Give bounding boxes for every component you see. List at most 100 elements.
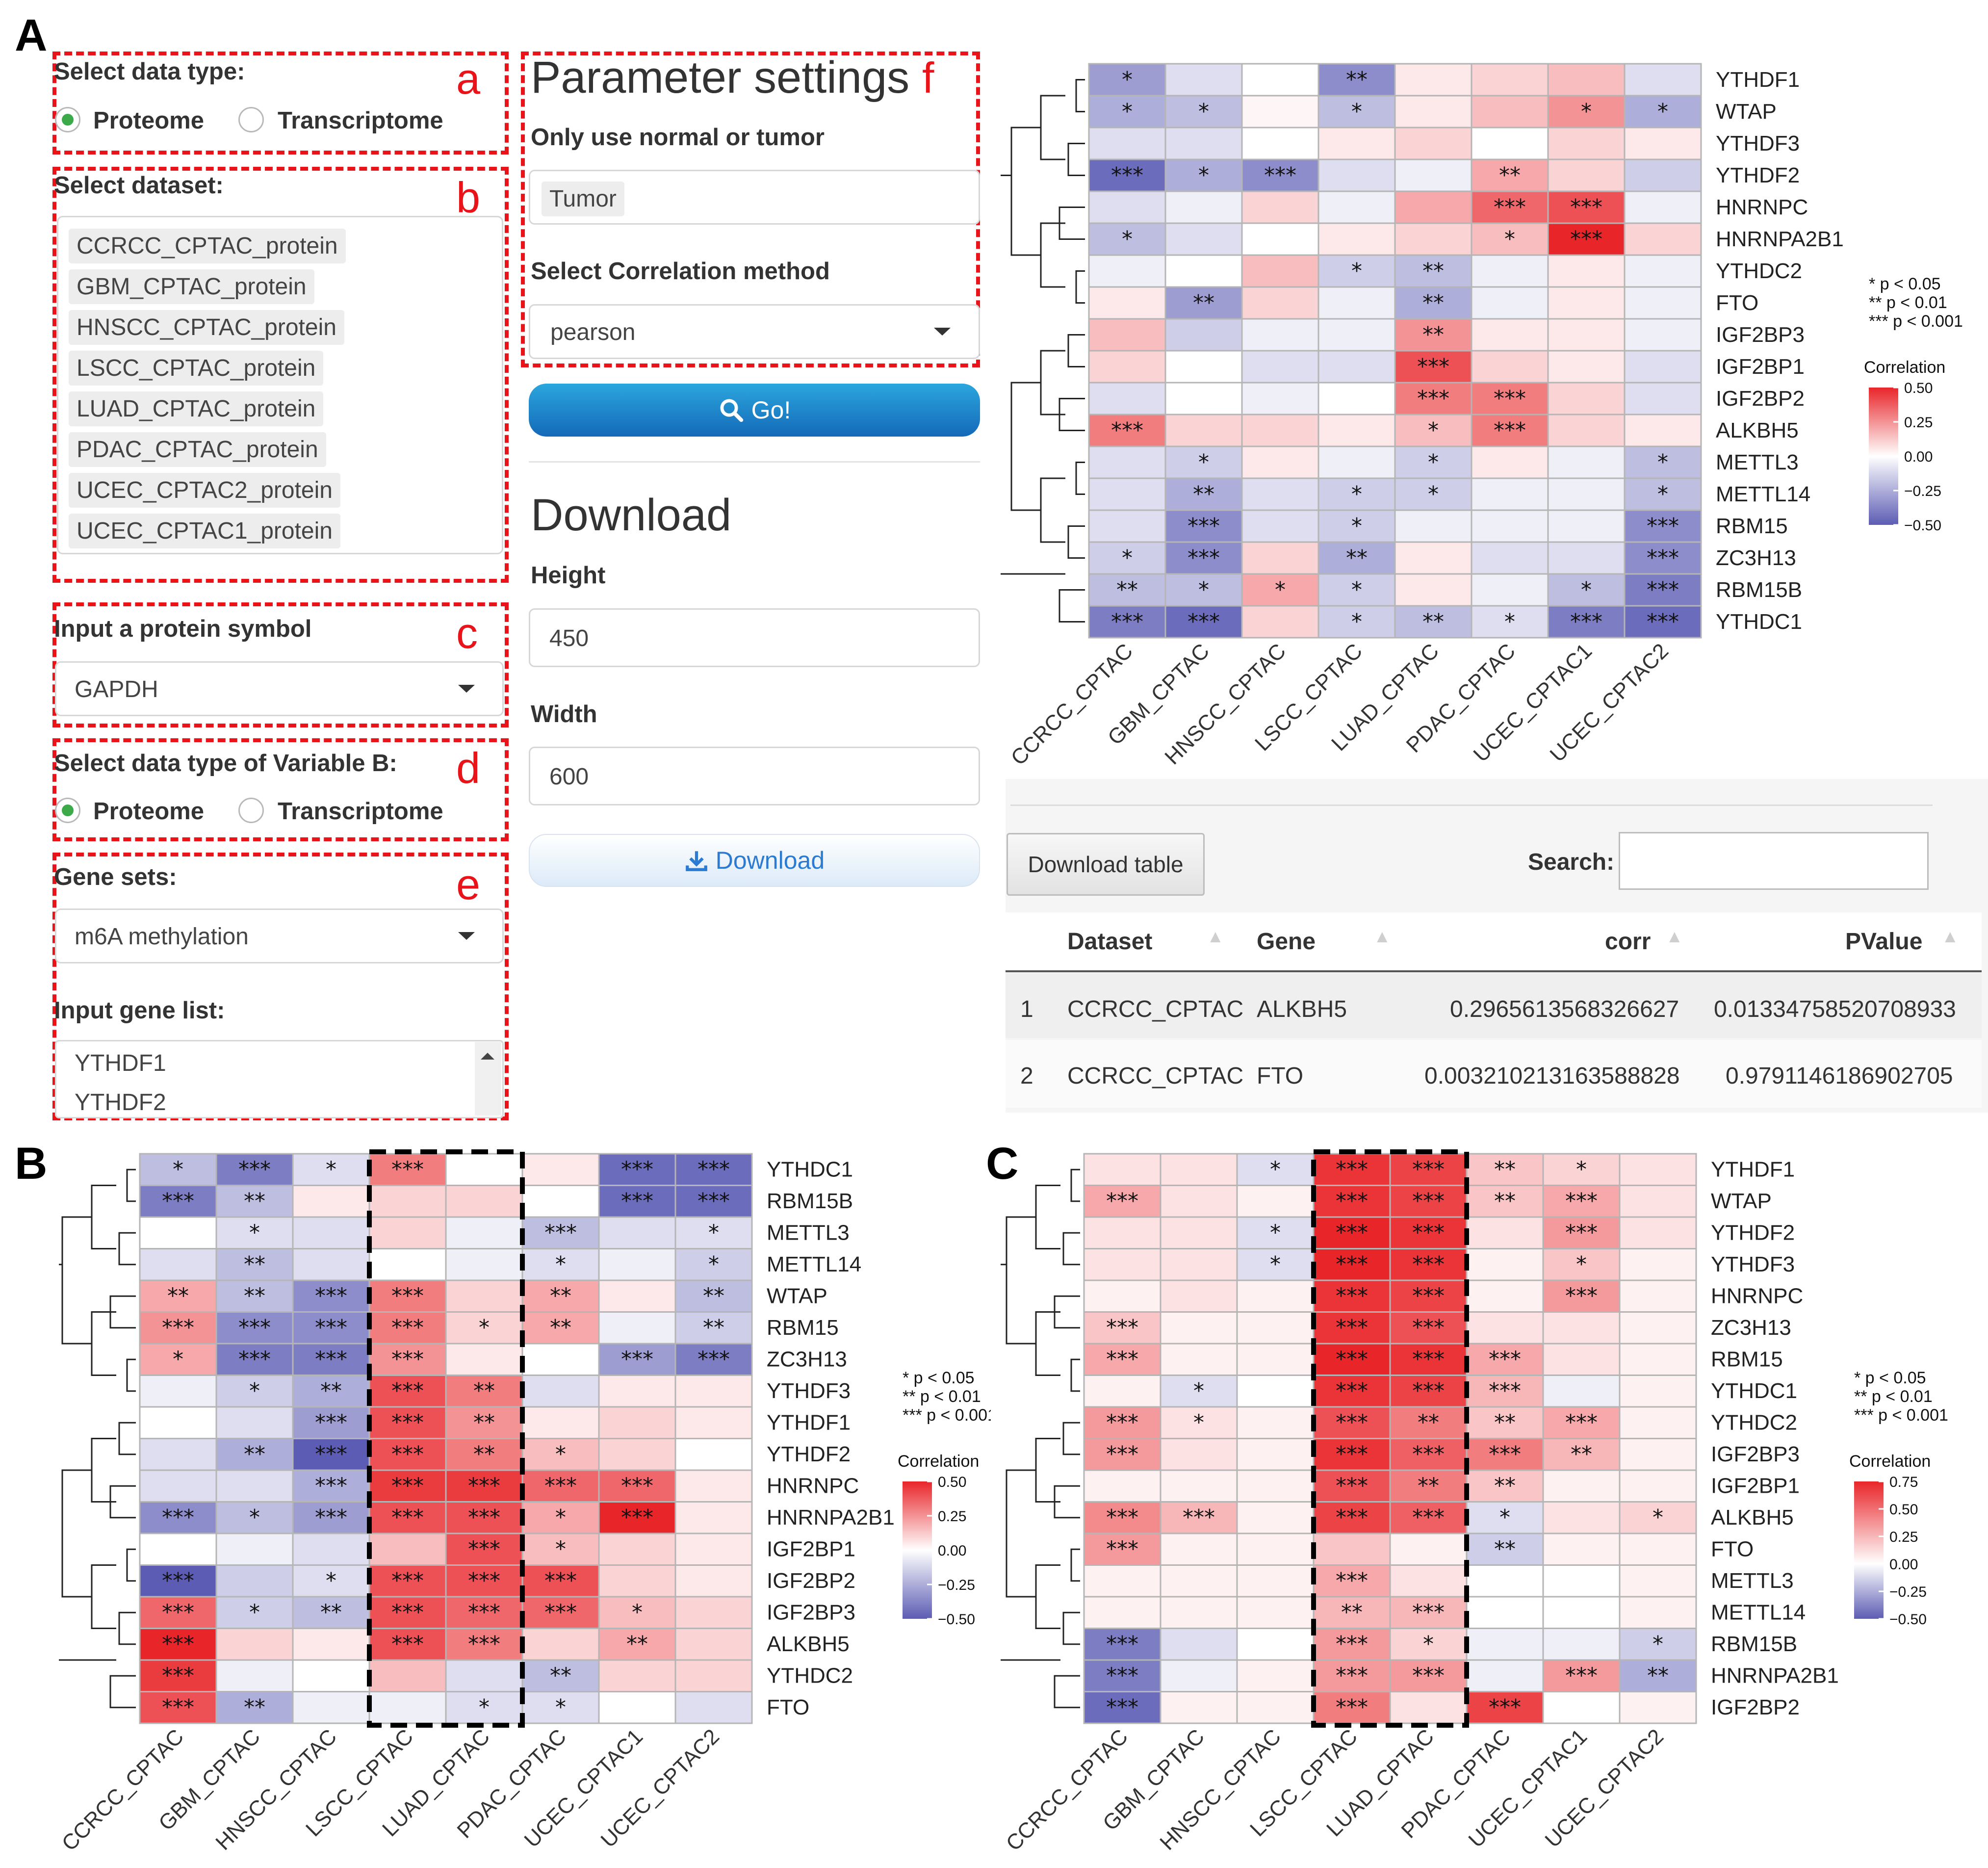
significance-legend-item: *** p < 0.001	[903, 1406, 991, 1425]
column-header-dataset[interactable]: Dataset	[1067, 929, 1153, 955]
search-input[interactable]	[1619, 832, 1929, 890]
sort-icon[interactable]: ▲	[1941, 926, 1959, 946]
dataset-chip[interactable]: CCRCC_CPTAC_protein	[69, 229, 346, 263]
corr-method-select[interactable]	[529, 304, 980, 359]
significance-stars: **	[550, 1663, 571, 1688]
dataset-chip[interactable]: GBM_CPTAC_protein	[69, 269, 314, 304]
heatmap-cell	[292, 1406, 370, 1439]
column-header-corr[interactable]: corr	[1605, 929, 1651, 955]
heatmap-cell	[1083, 1469, 1162, 1503]
heatmap-cell	[292, 1185, 370, 1218]
colorbar-tick-label: −0.25	[938, 1577, 975, 1593]
dendrogram-branch	[1040, 95, 1065, 160]
radio-proteome[interactable]	[55, 107, 80, 132]
height-input[interactable]	[529, 608, 980, 667]
dendrogram-branch	[1035, 1185, 1060, 1249]
significance-stars: ***	[391, 1157, 424, 1182]
significance-stars: *	[1499, 1505, 1510, 1530]
significance-stars: ***	[1412, 1600, 1445, 1625]
dataset-chip[interactable]: PDAC_CPTAC_protein	[69, 432, 326, 467]
go-button[interactable]: Go!	[529, 384, 980, 437]
sort-icon[interactable]: ▲	[1373, 926, 1391, 946]
highlight-box	[1311, 1149, 1469, 1728]
row-label: HNRNPA2B1	[1711, 1663, 1839, 1687]
download-table-button[interactable]: Download table	[1007, 833, 1205, 896]
normal-tumor-chip[interactable]: Tumor	[542, 182, 624, 216]
heatmap-cell	[1547, 509, 1626, 543]
heatmap-cell	[1160, 1564, 1238, 1598]
heatmap-cell	[368, 1691, 447, 1724]
heatmap-cell	[1624, 190, 1702, 224]
colorbar-tick-label: 0.25	[938, 1508, 966, 1525]
radio-transcriptome[interactable]	[238, 107, 264, 132]
heatmap-cell	[1624, 222, 1702, 256]
heatmap-cell	[1471, 477, 1549, 511]
significance-stars: ***	[1106, 1695, 1138, 1720]
heatmap-cell	[1088, 509, 1166, 543]
heatmap-cell	[292, 1438, 370, 1471]
heatmap-cell	[1241, 509, 1319, 543]
row-number: 1	[1020, 996, 1033, 1022]
dataset-chip[interactable]: LUAD_CPTAC_protein	[69, 391, 324, 426]
significance-stars: ***	[1336, 1663, 1368, 1688]
column-header-pvalue[interactable]: PValue	[1845, 929, 1923, 955]
gene-list-textarea[interactable]	[55, 1040, 504, 1118]
heatmap-cell	[1164, 286, 1243, 320]
heatmap-cell	[1241, 318, 1319, 352]
gene-sets-select[interactable]	[55, 908, 504, 963]
significance-stars: ***	[468, 1632, 500, 1657]
dataset-chip[interactable]: UCEC_CPTAC1_protein	[69, 514, 340, 548]
heatmap-cell	[1088, 158, 1166, 192]
heatmap-cell	[1624, 541, 1702, 575]
gene-list-item: YTHDF2	[75, 1090, 166, 1116]
colorbar-tick-label: −0.50	[938, 1611, 975, 1628]
significance-stars: *	[1351, 99, 1362, 124]
sort-icon[interactable]: ▲	[1207, 926, 1224, 946]
scroll-up-icon[interactable]	[481, 1053, 494, 1060]
heatmap-cell	[1083, 1564, 1162, 1598]
column-label: CCRCC_CPTAC	[1002, 1724, 1133, 1855]
chevron-down-icon[interactable]	[458, 932, 475, 940]
significance-stars: **	[1494, 1473, 1516, 1498]
table-row[interactable]	[1006, 973, 1982, 1038]
download-button[interactable]: Download	[529, 834, 980, 887]
heatmap-cell	[292, 1596, 370, 1629]
significance-stars: **	[167, 1283, 189, 1308]
heatmap-cell	[215, 1248, 294, 1281]
heatmap-cell	[674, 1406, 753, 1439]
chevron-down-icon[interactable]	[458, 685, 475, 693]
heatmap-cell	[445, 1279, 523, 1313]
dataset-chip[interactable]: UCEC_CPTAC2_protein	[69, 473, 340, 508]
heatmap-cell	[368, 1564, 447, 1598]
heatmap-cell	[1083, 1279, 1162, 1313]
heatmap-cell	[1389, 1532, 1468, 1566]
colorbar-tick-label: 0.50	[1904, 380, 1933, 396]
heatmap-cell	[1164, 190, 1243, 224]
width-input[interactable]	[529, 747, 980, 805]
heatmap-cell	[1542, 1659, 1621, 1692]
significance-stars: *	[555, 1442, 566, 1467]
heatmap-cell	[139, 1532, 217, 1566]
radio-var-b-proteome[interactable]	[55, 798, 80, 823]
significance-stars: ***	[1647, 514, 1679, 539]
heatmap-cell	[1466, 1469, 1544, 1503]
table-row[interactable]	[1006, 1040, 1982, 1108]
sort-icon[interactable]: ▲	[1666, 926, 1683, 946]
significance-stars: ***	[1417, 386, 1449, 411]
column-header-gene[interactable]: Gene	[1257, 929, 1316, 955]
heatmap-cell	[215, 1628, 294, 1661]
heatmap-cell	[445, 1216, 523, 1249]
protein-symbol-select[interactable]	[55, 661, 504, 716]
heatmap-cell	[368, 1596, 447, 1629]
radio-var-b-transcriptome[interactable]	[238, 798, 264, 823]
chevron-down-icon[interactable]	[934, 328, 951, 336]
dataset-chip[interactable]: HNSCC_CPTAC_protein	[69, 310, 344, 345]
dataset-chip[interactable]: LSCC_CPTAC_protein	[69, 351, 324, 386]
heatmap-cell	[1619, 1343, 1697, 1376]
significance-stars: *	[708, 1252, 719, 1277]
heatmap-cell	[1241, 541, 1319, 575]
heatmap-cell	[215, 1501, 294, 1534]
search-icon	[720, 399, 743, 422]
heatmap-cell	[1394, 190, 1472, 224]
download-table-label: Download table	[1028, 852, 1184, 877]
